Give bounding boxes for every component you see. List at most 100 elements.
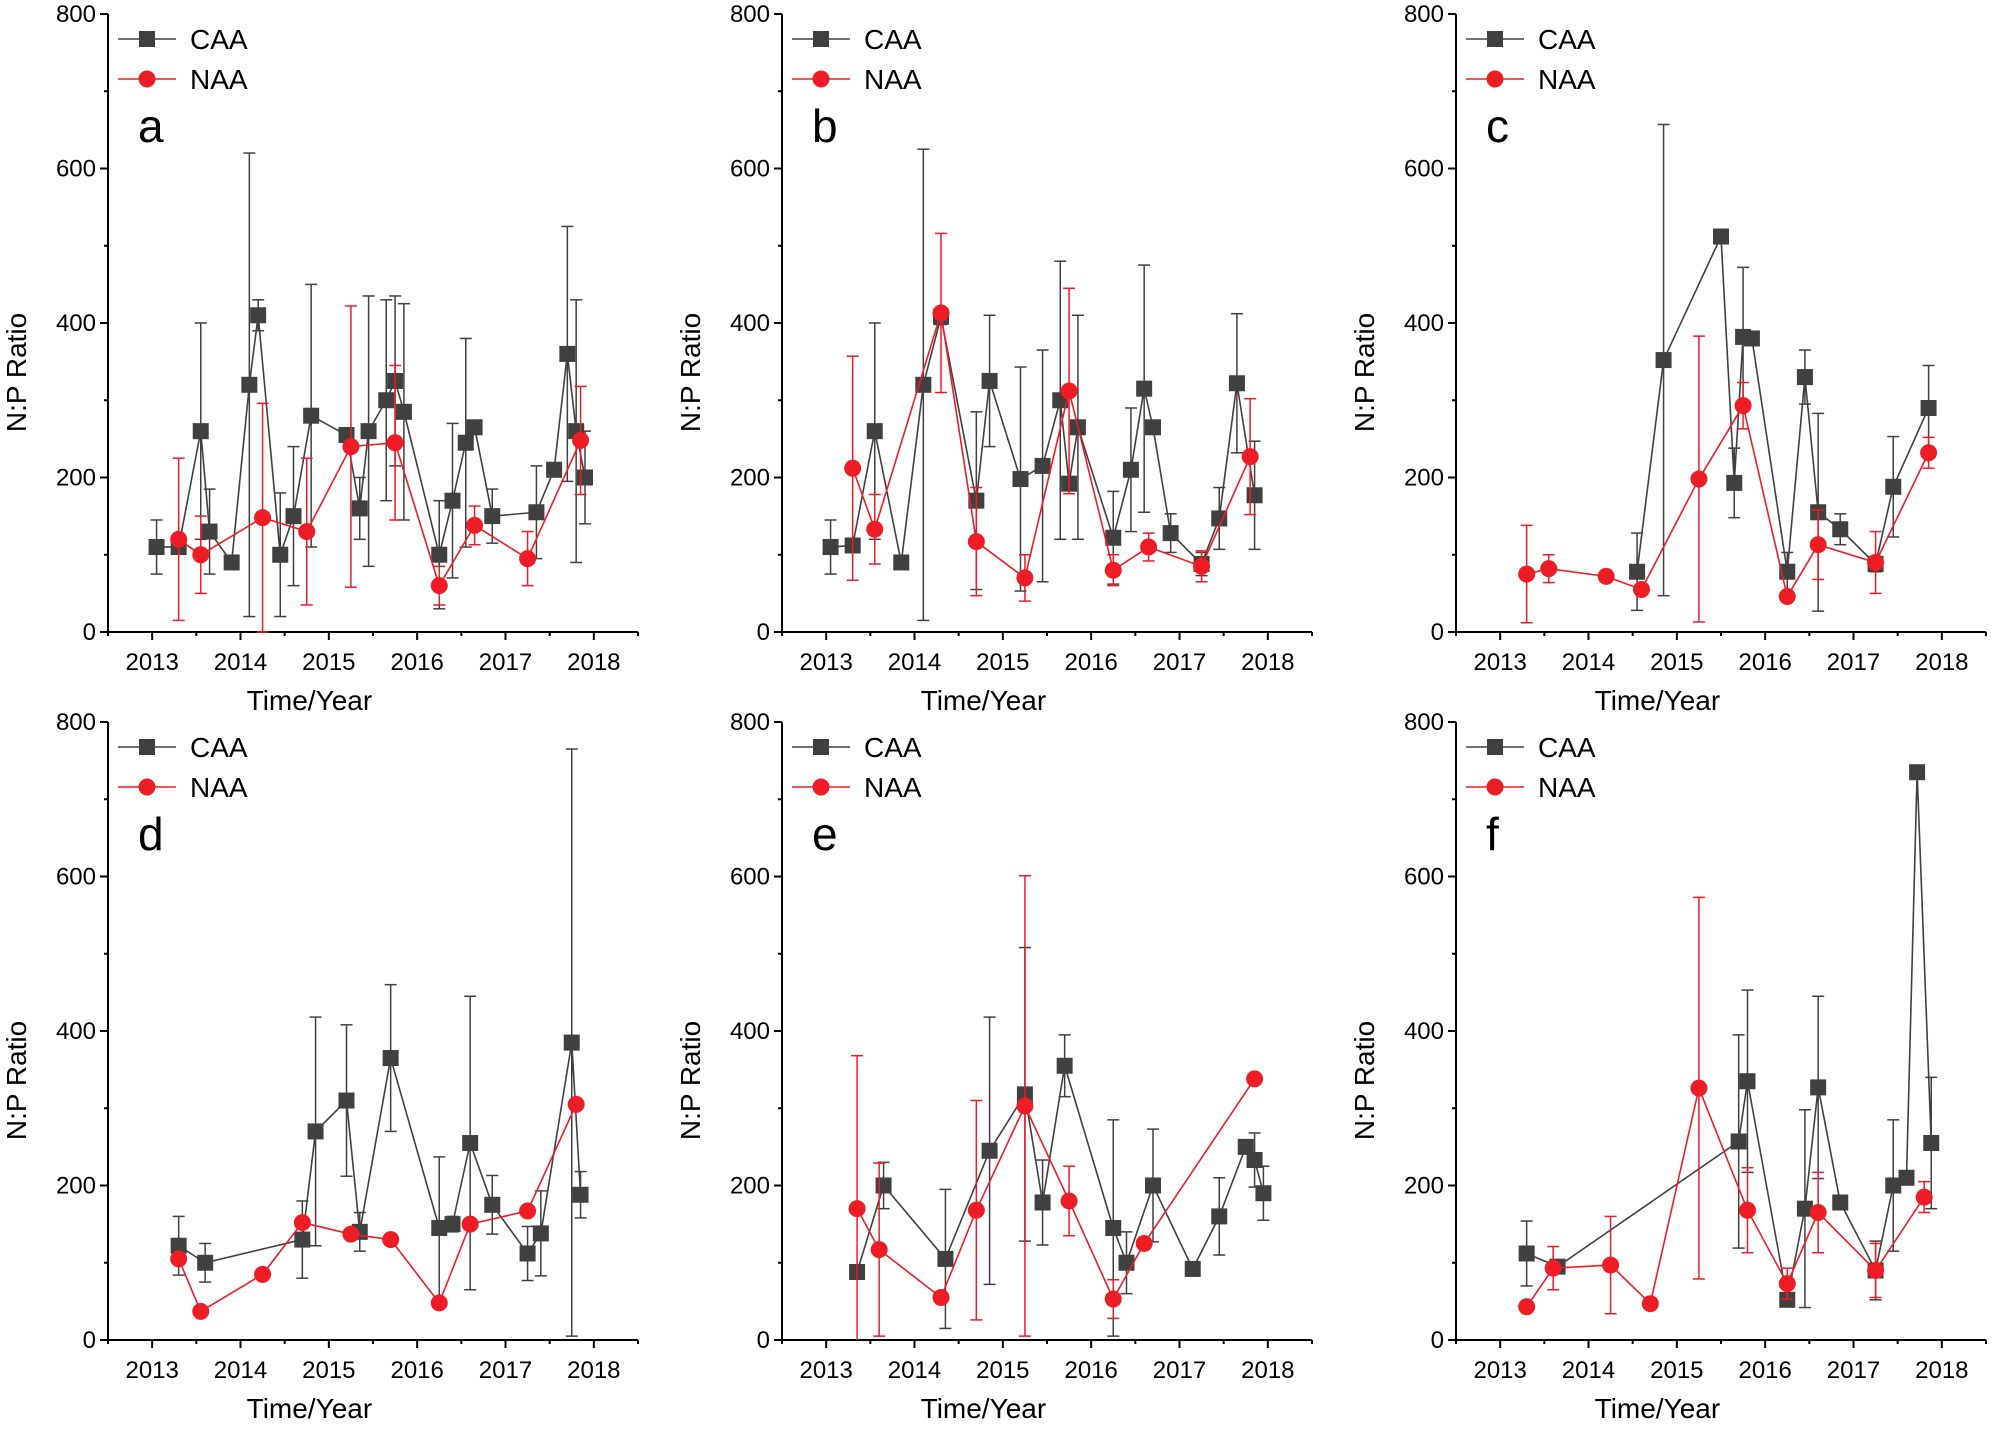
y-axis-title: N:P Ratio [1,1021,32,1140]
series-line-caa [856,1065,1265,1273]
legend: CAA NAA [1466,732,1596,803]
y-tick-label: 400 [56,310,96,337]
data-point-caa [981,372,998,389]
data-point-caa [1832,521,1849,538]
data-point-caa [148,539,165,556]
data-point-caa [1105,529,1122,546]
legend-label-caa: CAA [864,24,922,55]
x-tick-label: 2016 [1738,649,1791,676]
series-naa [1518,335,1938,624]
x-tick-label: 2017 [479,1357,532,1384]
data-point-caa [1228,375,1245,392]
series-naa [170,305,590,633]
legend-marker-caa [1487,31,1503,47]
data-point-naa [1641,1295,1659,1313]
data-point-caa [981,1142,998,1159]
data-point-naa [1544,1259,1562,1277]
series-line-naa [178,440,582,588]
data-point-caa [1105,1219,1122,1236]
data-point-caa [431,1219,448,1236]
series-caa [822,148,1263,622]
x-tick-label: 2015 [302,649,355,676]
series-caa [849,946,1272,1337]
data-point-naa [170,1250,188,1268]
x-tick-label: 2013 [125,649,178,676]
y-tick-label: 400 [730,1018,770,1045]
series-caa [170,748,589,1337]
y-tick-label: 600 [730,864,770,891]
data-point-caa [457,434,474,451]
data-point-caa [303,407,320,424]
data-point-naa [1241,448,1259,466]
y-tick-label: 200 [730,465,770,492]
data-point-caa [1726,474,1743,491]
data-point-naa [254,1265,272,1283]
x-tick-label: 2013 [125,1357,178,1384]
data-point-caa [444,1216,461,1233]
x-tick-label: 2014 [214,649,267,676]
series-line-naa [1526,403,1930,599]
x-tick-label: 2015 [976,1357,1029,1384]
panel-letter: d [138,808,164,860]
series-caa [148,152,593,618]
legend-label-caa: CAA [190,732,248,763]
data-point-caa [1246,1152,1263,1169]
y-tick-label: 400 [56,1018,96,1045]
y-tick-label: 0 [1431,619,1444,646]
data-point-naa [1915,1188,1933,1206]
x-tick-label: 2013 [799,649,852,676]
legend-label-naa: NAA [190,772,248,803]
legend: CAA NAA [1466,24,1596,95]
x-tick-label: 2014 [1562,1357,1615,1384]
data-point-naa [170,530,188,548]
data-point-caa [170,1237,187,1254]
legend-marker-naa [138,778,156,796]
data-point-caa [1923,1135,1940,1152]
series-line-naa [1526,1085,1925,1308]
panel-letter: f [1486,808,1499,860]
data-point-caa [875,1177,892,1194]
y-tick-label: 800 [1404,709,1444,736]
data-point-caa [1629,563,1646,580]
x-tick-label: 2013 [1473,1357,1526,1384]
data-point-caa [466,419,483,436]
y-tick-label: 600 [56,156,96,183]
y-tick-label: 0 [757,619,770,646]
x-tick-label: 2017 [1827,1357,1880,1384]
data-point-naa [1690,470,1708,488]
y-tick-label: 0 [83,619,96,646]
data-point-caa [285,508,302,525]
data-point-caa [360,423,377,440]
x-axis-title: Time/Year [921,1393,1047,1424]
data-point-naa [567,1095,585,1113]
data-point-naa [1778,1275,1796,1293]
legend: CAA NAA [118,732,248,803]
x-tick-label: 2018 [1241,649,1294,676]
legend-label-naa: NAA [864,772,922,803]
y-tick-label: 600 [1404,156,1444,183]
legend-label-caa: CAA [190,24,248,55]
x-tick-label: 2018 [1241,1357,1294,1384]
data-point-naa [430,577,448,595]
y-tick-label: 600 [56,864,96,891]
data-point-caa [1255,1185,1272,1202]
data-point-caa [1885,1177,1902,1194]
legend: CAA NAA [118,24,248,95]
data-point-naa [1016,1097,1034,1115]
data-point-caa [197,1254,214,1271]
y-tick-label: 200 [1404,1173,1444,1200]
x-tick-label: 2015 [976,649,1029,676]
data-point-naa [1518,565,1536,583]
y-tick-label: 800 [730,709,770,736]
y-axis-title: N:P Ratio [1349,313,1380,432]
series-naa [844,232,1259,602]
data-point-caa [1909,764,1926,781]
data-point-caa [1246,487,1263,504]
data-point-caa [1920,399,1937,416]
data-point-naa [1060,1192,1078,1210]
x-tick-label: 2014 [888,649,941,676]
data-point-naa [519,550,537,568]
data-point-caa [1898,1169,1915,1186]
data-point-naa [1734,397,1752,415]
panel-b: 0 200 400 600 800 2013 2014 2015 2016 2017 2018 Tim… [675,1,1313,716]
